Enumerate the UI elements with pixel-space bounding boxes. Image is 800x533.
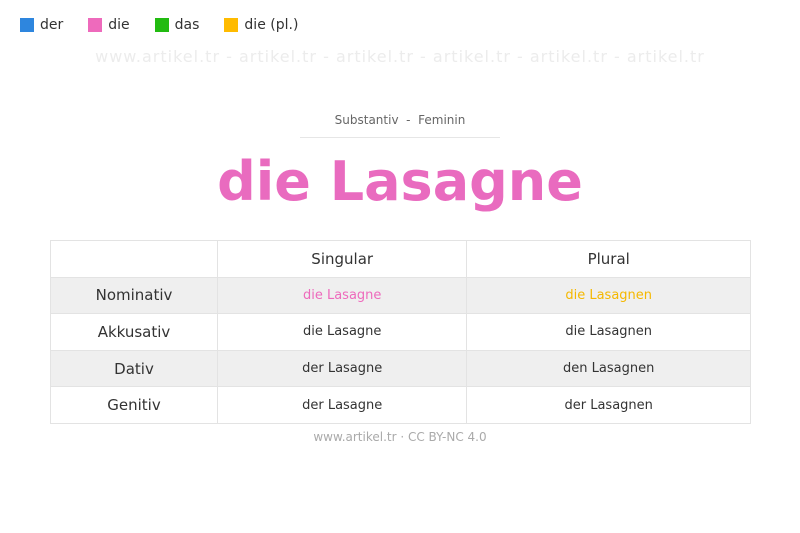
word-type-subtitle: Substantiv - Feminin: [300, 113, 500, 138]
legend-label: das: [174, 17, 200, 33]
plural-cell: die Lasagnen: [466, 276, 751, 315]
legend-die-plural: die (pl.): [224, 17, 298, 33]
table-header-row: Singular Plural: [50, 240, 751, 278]
table-row: Dativ der Lasagne den Lasagnen: [50, 349, 751, 388]
legend-der: der: [20, 17, 63, 33]
der-swatch: [20, 18, 34, 32]
die-swatch: [88, 18, 103, 32]
legend-label: die: [108, 17, 130, 33]
legend-die: die: [88, 17, 130, 33]
die-plural-swatch: [224, 18, 239, 32]
case-label: Nominativ: [50, 276, 218, 315]
page-title: die Lasagne: [217, 150, 583, 213]
table-row: Nominativ die Lasagne die Lasagnen: [50, 276, 751, 315]
case-label: Genitiv: [50, 386, 218, 424]
watermark: www.artikel.tr - artikel.tr - artikel.tr…: [95, 47, 705, 66]
legend-label: die (pl.): [244, 17, 299, 33]
plural-cell: der Lasagnen: [466, 386, 751, 424]
case-label: Dativ: [50, 349, 218, 388]
gender-legend: der die das die (pl.): [20, 17, 323, 33]
plural-cell: die Lasagnen: [466, 313, 751, 351]
table-row: Genitiv der Lasagne der Lasagnen: [50, 386, 751, 424]
singular-cell: die Lasagne: [216, 313, 468, 351]
plural-cell: den Lasagnen: [466, 349, 751, 388]
singular-cell: der Lasagne: [216, 349, 468, 388]
legend-label: der: [40, 17, 64, 33]
table-row: Akkusativ die Lasagne die Lasagnen: [50, 313, 751, 351]
header-singular: Singular: [216, 240, 468, 278]
footer-credit: www.artikel.tr · CC BY-NC 4.0: [313, 430, 487, 444]
singular-cell: der Lasagne: [216, 386, 468, 424]
declension-table: Singular Plural Nominativ die Lasagne di…: [50, 240, 751, 424]
das-swatch: [154, 18, 169, 32]
case-label: Akkusativ: [50, 313, 218, 351]
legend-das: das: [154, 17, 200, 33]
singular-cell: die Lasagne: [216, 276, 468, 315]
header-plural: Plural: [466, 240, 751, 278]
header-empty: [50, 240, 218, 278]
